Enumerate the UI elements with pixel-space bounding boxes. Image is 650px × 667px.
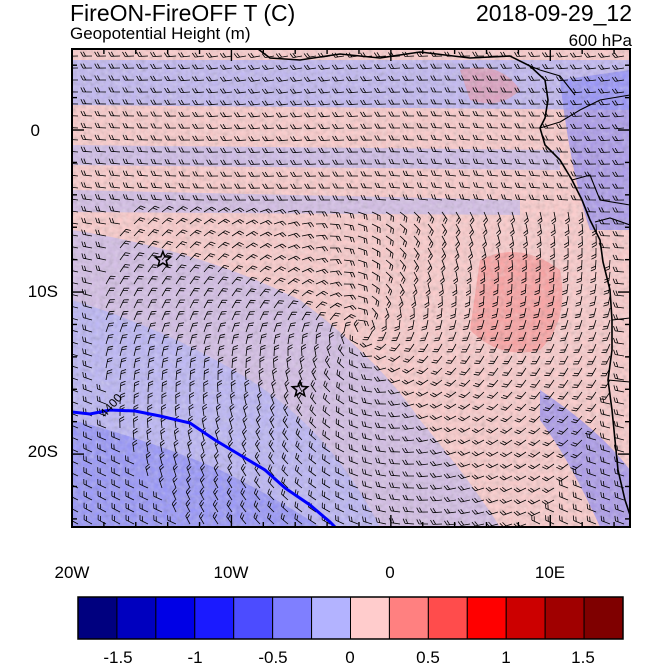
country-borders [529, 65, 630, 383]
colorbar-label: -1 [187, 648, 202, 667]
colorbar-label: -1.5 [103, 648, 132, 667]
map-subtitle: Geopotential Height (m) [70, 24, 251, 43]
colorbar-swatch [505, 596, 546, 640]
star-marker [290, 379, 310, 398]
colorbar-swatch [388, 596, 429, 640]
map-plot-area: 4400 [72, 49, 630, 527]
axis-ticks [71, 49, 630, 527]
colorbar-swatch [583, 596, 624, 640]
y-tick-label: 20S [28, 442, 58, 461]
y-tick-label: 10S [28, 282, 58, 301]
colorbar-label: 0 [345, 648, 354, 667]
colorbar [77, 596, 624, 640]
x-tick-label: 10E [535, 563, 565, 582]
temperature-difference-field [72, 49, 630, 527]
colorbar-swatch [427, 596, 468, 640]
colorbar-swatch [311, 596, 352, 640]
x-tick-label: 20W [55, 563, 90, 582]
colorbar-swatch [544, 596, 585, 640]
colorbar-swatch [466, 596, 507, 640]
colorbar-swatch [155, 596, 196, 640]
geopotential-contour-4400 [72, 408, 337, 527]
colorbar-swatch [233, 596, 274, 640]
location-markers [153, 249, 310, 398]
colorbar-label: -0.5 [258, 648, 287, 667]
colorbar-label: 0.5 [416, 648, 440, 667]
map-title: FireON-FireOFF T (C) [70, 0, 296, 26]
colorbar-frame [77, 596, 624, 640]
colorbar-label: 1.5 [571, 648, 595, 667]
map-datetime: 2018-09-29_12 [475, 0, 632, 26]
colorbar-label: 1 [501, 648, 510, 667]
africa-coastline [257, 49, 630, 516]
colorbar-swatch [272, 596, 313, 640]
wind-barb-set [72, 51, 625, 527]
colorbar-swatch [116, 596, 157, 640]
x-tick-label: 0 [385, 563, 394, 582]
colorbar-swatch [350, 596, 390, 640]
colorbar-swatch [194, 596, 235, 640]
y-tick-label: 0 [31, 121, 40, 140]
star-marker [153, 249, 173, 268]
pressure-level: 600 hPa [568, 31, 632, 50]
x-tick-label: 10W [214, 563, 249, 582]
wind-barbs [72, 51, 625, 527]
map-frame [71, 48, 631, 528]
colorbar-swatch [77, 596, 118, 640]
